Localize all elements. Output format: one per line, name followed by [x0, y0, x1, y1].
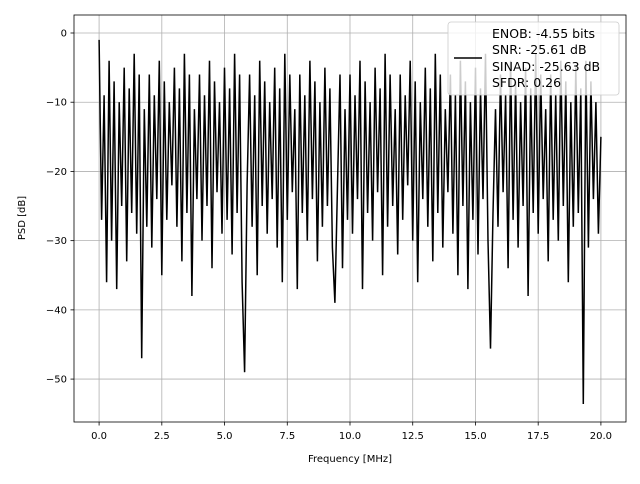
- y-tick-label: −40: [46, 305, 67, 316]
- ticks: 0.0 2.5 5.0 7.5 10.0 12.5 15.0 17.5 20.0 0 −10 −20 −…: [46, 28, 612, 442]
- y-tick-label: −30: [46, 236, 67, 247]
- x-tick-label: 20.0: [590, 431, 612, 442]
- x-tick-label: 15.0: [464, 431, 486, 442]
- x-tick-label: 7.5: [279, 431, 295, 442]
- legend-enob: ENOB: -4.55 bits: [492, 26, 595, 41]
- legend-box: [447, 21, 620, 96]
- legend-sinad: SINAD: -25.63 dB: [492, 59, 600, 74]
- y-axis-label: PSD [dB]: [17, 196, 28, 240]
- x-tick-label: 5.0: [217, 431, 233, 442]
- y-tick-label: 0: [61, 28, 67, 39]
- x-tick-label: 17.5: [527, 431, 549, 442]
- y-tick-label: −10: [46, 98, 67, 109]
- y-tick-label: −50: [46, 375, 67, 386]
- legend: ENOB: -4.55 bits SNR: -25.61 dB SINAD: -…: [447, 21, 620, 96]
- x-tick-label: 10.0: [339, 431, 361, 442]
- legend-snr: SNR: -25.61 dB: [492, 42, 587, 57]
- psd-series-line: [98, 39, 602, 405]
- y-tick-label: −20: [46, 167, 67, 178]
- x-tick-label: 2.5: [154, 431, 170, 442]
- x-axis-label: Frequency [MHz]: [308, 454, 392, 465]
- x-tick-label: 0.0: [91, 431, 107, 442]
- x-tick-label: 12.5: [402, 431, 424, 442]
- legend-sfdr: SFDR: 0.26: [492, 75, 561, 90]
